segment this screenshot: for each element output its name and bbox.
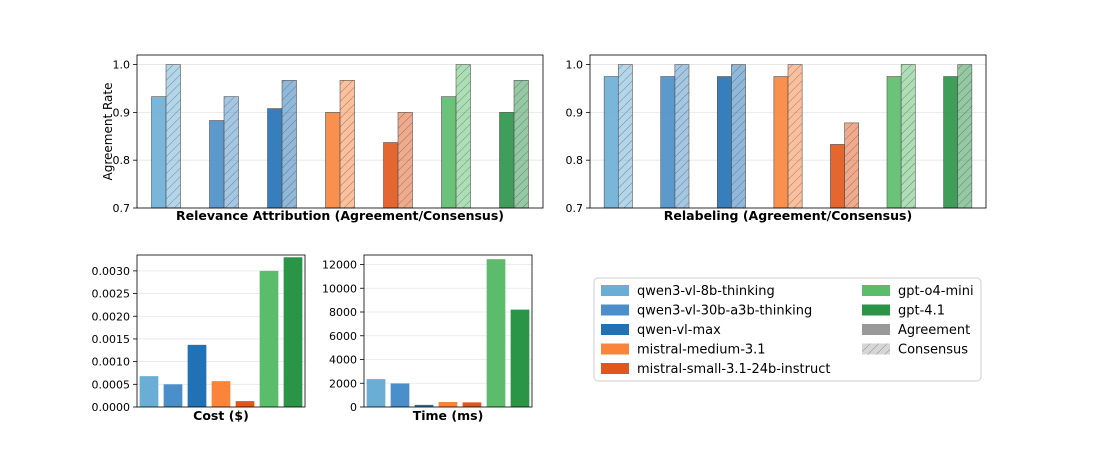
bar-consensus-hatch-5 [456, 64, 471, 208]
legend-label: Agreement [898, 323, 970, 338]
y-tick-label: 0.7 [113, 202, 131, 215]
y-tick-label: 0.8 [113, 154, 131, 167]
legend-swatch [601, 304, 629, 316]
bar-agreement-0 [603, 76, 619, 209]
legend-label: gpt-o4-mini [898, 284, 974, 299]
bar-time-5 [486, 259, 506, 407]
legend: qwen3-vl-8b-thinking qwen3-vl-30b-a3b-thi… [593, 277, 982, 382]
bar-consensus-hatch-6 [514, 80, 529, 208]
y-tick-label: 0.0030 [92, 265, 131, 278]
plot-frame [589, 54, 987, 209]
legend-swatch [601, 324, 629, 335]
bar-agreement-4 [383, 142, 399, 209]
y-tick-label: 2000 [329, 377, 357, 390]
bar-consensus-hatch-5 [901, 64, 916, 208]
y-tick-label: 0.8 [566, 154, 584, 167]
bar-time-3 [438, 402, 458, 407]
y-tick-label: 0.0000 [92, 401, 131, 414]
y-tick-label: 0.0025 [92, 288, 131, 301]
legend-label: mistral-small-3.1-24b-instruct [637, 362, 830, 377]
chart-title: Relevance Attribution (Agreement/Consens… [176, 208, 504, 223]
legend-label: gpt-4.1 [898, 304, 945, 319]
bar-time-0 [366, 379, 386, 407]
y-tick-label: 0.9 [566, 106, 584, 119]
chart-cost: 0.0000 0.0005 0.0010 0.0015 0.0020 0.0025 0.00… [92, 254, 306, 423]
bar-consensus-hatch-3 [788, 64, 803, 208]
bar-consensus-hatch-3 [340, 80, 355, 208]
legend-label: qwen-vl-max [637, 323, 721, 338]
y-tick-label: 8000 [329, 306, 357, 319]
bar-cost-2 [187, 344, 207, 407]
y-tick-label: 0.0015 [92, 333, 131, 346]
y-tick-label: 1.0 [566, 59, 584, 72]
plot-frame [363, 254, 533, 408]
y-tick-label: 10000 [322, 282, 357, 295]
y-tick-label: 4000 [329, 354, 357, 367]
bar-agreement-6 [943, 76, 959, 209]
y-tick-label: 6000 [329, 330, 357, 343]
bar-agreement-3 [773, 76, 789, 209]
bar-cost-1 [163, 384, 183, 407]
bar-consensus-hatch-0 [166, 64, 181, 208]
bar-consensus-hatch-1 [224, 96, 239, 208]
bar-agreement-5 [886, 76, 902, 209]
legend-swatch [862, 285, 890, 296]
bar-consensus-hatch-6 [957, 64, 972, 208]
bar-agreement-6 [499, 112, 515, 209]
bar-cost-5 [259, 270, 279, 407]
legend-label: mistral-medium-3.1 [637, 343, 766, 358]
bar-agreement-0 [151, 96, 167, 209]
chart-relevance: 0.7 0.8 0.9 1.0 Relevance Attribution (Agree… [101, 54, 544, 223]
plot-frame [136, 254, 306, 408]
bar-agreement-2 [267, 108, 283, 209]
bar-agreement-1 [660, 76, 676, 209]
legend-swatch [862, 324, 890, 335]
y-tick-label: 1.0 [113, 59, 131, 72]
bar-cost-6 [283, 257, 303, 407]
y-tick-label: 12000 [322, 259, 357, 272]
y-tick-label: 0.0010 [92, 356, 131, 369]
chart-title: Time (ms) [413, 408, 484, 423]
bar-consensus-hatch-4 [398, 112, 413, 208]
chart-time: 0 2000 4000 6000 8000 10000 12000 Time (ms) [322, 254, 533, 423]
bar-cost-3 [211, 381, 231, 407]
bar-consensus-hatch-2 [731, 64, 746, 208]
legend-label: qwen3-vl-30b-a3b-thinking [637, 304, 812, 319]
bar-agreement-5 [441, 96, 457, 209]
y-tick-label: 0.7 [566, 202, 584, 215]
bar-consensus-hatch-0 [618, 64, 633, 208]
chart-relabel: 0.7 0.8 0.9 1.0 Relabeling (Agreement/Consen… [566, 54, 987, 223]
bar-time-6 [510, 309, 530, 407]
bar-agreement-1 [209, 120, 225, 209]
bar-consensus-hatch-1 [674, 64, 689, 208]
legend-swatch-hatch [862, 343, 890, 355]
legend-frame [593, 277, 982, 382]
legend-swatch [601, 363, 629, 374]
y-tick-label: 0.9 [113, 106, 131, 119]
legend-label: Consensus [898, 343, 968, 358]
legend-swatch [601, 343, 629, 355]
y-tick-label: 0 [350, 401, 357, 414]
legend-swatch [862, 304, 890, 316]
bar-time-1 [390, 383, 410, 407]
legend-label: qwen3-vl-8b-thinking [637, 284, 775, 299]
legend-swatch [601, 285, 629, 296]
bar-cost-0 [139, 376, 159, 407]
chart-title: Cost ($) [193, 408, 249, 423]
y-tick-label: 0.0020 [92, 310, 131, 323]
bar-consensus-hatch-2 [282, 80, 297, 208]
y-tick-label: 0.0005 [92, 378, 131, 391]
bar-cost-4 [235, 401, 255, 407]
bar-agreement-2 [716, 76, 732, 209]
bar-agreement-3 [325, 112, 341, 209]
chart-title: Relabeling (Agreement/Consensus) [664, 208, 912, 223]
bar-agreement-4 [830, 144, 845, 209]
plot-frame [136, 54, 544, 209]
bar-time-4 [462, 402, 482, 407]
bar-consensus-hatch-4 [844, 122, 859, 208]
bar-time-2 [414, 404, 434, 407]
y-axis-label: Agreement Rate [101, 83, 115, 181]
